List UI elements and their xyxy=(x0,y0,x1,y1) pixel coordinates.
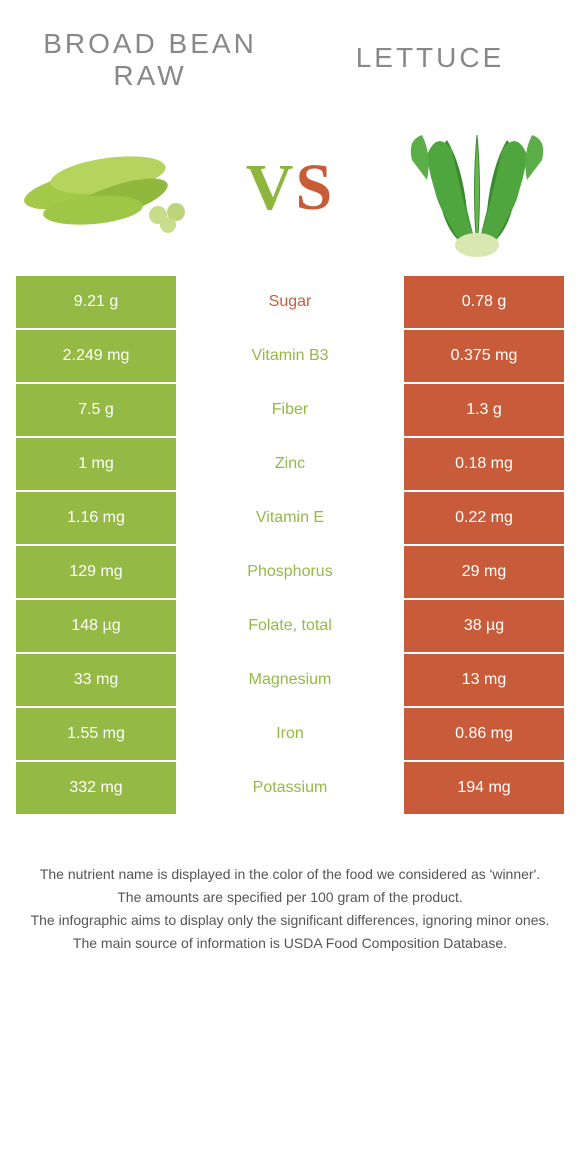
table-row: 7.5 gFiber1.3 g xyxy=(16,384,564,436)
table-row: 1 mgZinc0.18 mg xyxy=(16,438,564,490)
nutrient-left-value: 9.21 g xyxy=(16,276,176,328)
nutrient-right-value: 38 µg xyxy=(404,600,564,652)
nutrient-right-value: 13 mg xyxy=(404,654,564,706)
vs-v: V xyxy=(246,151,296,224)
nutrient-left-value: 33 mg xyxy=(16,654,176,706)
nutrient-left-value: 1.16 mg xyxy=(16,492,176,544)
broad-bean-icon xyxy=(18,120,198,245)
nutrient-label: Phosphorus xyxy=(176,546,404,598)
right-title-text: LETTUCE xyxy=(356,42,505,73)
footer-line2: The amounts are specified per 100 gram o… xyxy=(28,887,552,908)
nutrient-left-value: 1.55 mg xyxy=(16,708,176,760)
table-row: 1.16 mgVitamin E0.22 mg xyxy=(16,492,564,544)
nutrient-left-value: 129 mg xyxy=(16,546,176,598)
left-title-line1: BROAD BEAN xyxy=(43,28,257,59)
right-food-title: LETTUCE xyxy=(320,42,540,74)
nutrient-table: 9.21 gSugar0.78 g2.249 mgVitamin B30.375… xyxy=(16,276,564,814)
nutrient-right-value: 0.22 mg xyxy=(404,492,564,544)
nutrient-label: Fiber xyxy=(176,384,404,436)
nutrient-right-value: 0.18 mg xyxy=(404,438,564,490)
nutrient-label: Iron xyxy=(176,708,404,760)
vs-label: VS xyxy=(246,150,334,226)
table-row: 1.55 mgIron0.86 mg xyxy=(16,708,564,760)
vs-s: S xyxy=(295,151,334,224)
footer-line4: The main source of information is USDA F… xyxy=(28,933,552,954)
footer-line3: The infographic aims to display only the… xyxy=(28,910,552,931)
table-row: 9.21 gSugar0.78 g xyxy=(16,276,564,328)
nutrient-left-value: 1 mg xyxy=(16,438,176,490)
lettuce-icon xyxy=(392,120,562,265)
nutrient-label: Vitamin E xyxy=(176,492,404,544)
nutrient-label: Vitamin B3 xyxy=(176,330,404,382)
nutrient-right-value: 0.78 g xyxy=(404,276,564,328)
table-row: 2.249 mgVitamin B30.375 mg xyxy=(16,330,564,382)
comparison-header: BROAD BEAN RAW LETTUCE VS xyxy=(0,0,580,260)
table-row: 332 mgPotassium194 mg xyxy=(16,762,564,814)
nutrient-label: Zinc xyxy=(176,438,404,490)
nutrient-left-value: 148 µg xyxy=(16,600,176,652)
nutrient-left-value: 7.5 g xyxy=(16,384,176,436)
nutrient-right-value: 0.86 mg xyxy=(404,708,564,760)
nutrient-right-value: 194 mg xyxy=(404,762,564,814)
nutrient-left-value: 2.249 mg xyxy=(16,330,176,382)
nutrient-label: Sugar xyxy=(176,276,404,328)
nutrient-right-value: 0.375 mg xyxy=(404,330,564,382)
table-row: 148 µgFolate, total38 µg xyxy=(16,600,564,652)
nutrient-label: Potassium xyxy=(176,762,404,814)
left-title-line2: RAW xyxy=(113,60,186,91)
nutrient-label: Folate, total xyxy=(176,600,404,652)
left-food-title: BROAD BEAN RAW xyxy=(40,28,260,92)
nutrient-right-value: 29 mg xyxy=(404,546,564,598)
table-row: 33 mgMagnesium13 mg xyxy=(16,654,564,706)
footer-notes: The nutrient name is displayed in the co… xyxy=(28,864,552,954)
nutrient-right-value: 1.3 g xyxy=(404,384,564,436)
nutrient-label: Magnesium xyxy=(176,654,404,706)
table-row: 129 mgPhosphorus29 mg xyxy=(16,546,564,598)
footer-line1: The nutrient name is displayed in the co… xyxy=(28,864,552,885)
nutrient-left-value: 332 mg xyxy=(16,762,176,814)
